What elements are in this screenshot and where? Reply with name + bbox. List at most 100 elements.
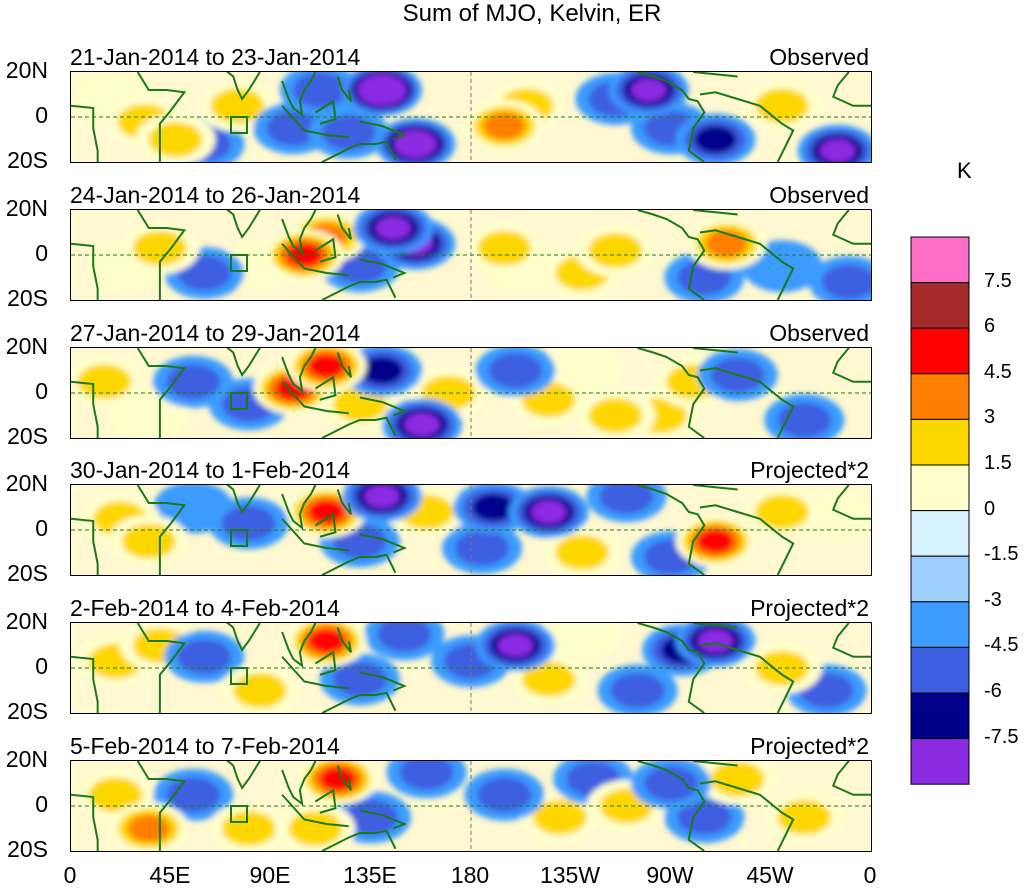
anomaly-contour: [710, 761, 765, 797]
coastline: [136, 623, 187, 713]
colorbar-swatch: [910, 464, 970, 512]
anomaly-contour: [555, 534, 610, 571]
panel-status: Projected*2: [750, 595, 869, 621]
coastline: [281, 348, 317, 394]
coastline: [281, 623, 317, 669]
x-tick-label: 45E: [149, 862, 191, 888]
colorbar-tick-label: -4.5: [984, 634, 1019, 657]
anomaly-contour: [221, 505, 276, 541]
anomaly-contour: [819, 139, 856, 162]
anomaly-contour: [588, 397, 643, 434]
coastline: [281, 794, 349, 828]
coastline: [71, 242, 99, 300]
heatmap-panel: [70, 209, 872, 301]
anomaly-contour: [497, 633, 534, 658]
coastline: [321, 278, 397, 300]
coastline: [831, 623, 871, 658]
heatmap-panel: [70, 71, 872, 163]
coastline: [359, 809, 407, 830]
panel-date-range: 27-Jan-2014 to 29-Jan-2014: [70, 320, 361, 346]
coastline: [699, 780, 795, 851]
coastline: [71, 655, 99, 713]
anomaly-contour: [127, 814, 170, 843]
heatmap-panel: [70, 347, 872, 439]
y-tick-label: 0: [35, 240, 48, 266]
x-tick-label: 90W: [646, 862, 694, 888]
anomaly-contour: [599, 485, 654, 514]
coastline: [71, 380, 99, 438]
colorbar-tick-label: 4.5: [984, 360, 1012, 383]
anomaly-contour: [483, 112, 526, 140]
coastline: [359, 671, 407, 692]
coastline: [226, 348, 261, 377]
colorbar-tick-label: -6: [984, 680, 1002, 702]
coastline: [693, 72, 738, 78]
index-region-box: [230, 529, 248, 547]
coastline: [281, 485, 317, 531]
anomaly-contour: [530, 500, 567, 524]
coastline: [693, 210, 738, 216]
coastline: [226, 72, 261, 101]
coastline: [226, 485, 261, 514]
anomaly-contour: [399, 761, 454, 790]
anomaly-contour: [521, 661, 576, 697]
coastline: [637, 72, 706, 162]
coastline: [336, 76, 352, 102]
x-tick-label: 180: [450, 862, 490, 888]
coastline: [831, 348, 871, 383]
anomaly-contour: [177, 639, 232, 675]
anomaly-contour: [221, 810, 276, 847]
coastline: [226, 623, 261, 652]
colorbar-swatch: [910, 236, 970, 284]
anomaly-contour: [477, 777, 532, 813]
colorbar-tick-label: 1.5: [984, 452, 1012, 474]
coastline: [359, 120, 407, 141]
anomaly-contour: [694, 125, 737, 154]
anomaly-contour: [308, 354, 345, 378]
coastline: [314, 99, 337, 125]
colorbar-swatch: [910, 282, 970, 329]
colorbar-tick-label: -7.5: [984, 725, 1019, 748]
x-tick-label: 135E: [343, 862, 397, 888]
coastline: [71, 793, 99, 851]
anomaly-contour: [232, 672, 287, 709]
anomaly-contour: [288, 810, 343, 847]
anomaly-contour: [292, 72, 347, 108]
colorbar-swatch: [910, 418, 970, 466]
coastline: [336, 765, 352, 791]
coastline: [637, 623, 706, 713]
y-tick-label: 20S: [7, 423, 48, 449]
coastline: [321, 553, 397, 575]
heatmap-panel: [70, 484, 872, 576]
anomaly-contour: [821, 264, 871, 300]
anomaly-contour: [344, 799, 398, 835]
coastline: [831, 761, 871, 796]
colorbar-tick-label: -1.5: [984, 543, 1019, 566]
anomaly-contour: [755, 494, 810, 530]
panel-date-range: 2-Feb-2014 to 4-Feb-2014: [70, 595, 340, 621]
y-tick-label: 20N: [5, 746, 48, 772]
index-region-box: [230, 667, 248, 685]
index-region-box: [230, 805, 248, 823]
anomaly-contour: [610, 672, 665, 709]
x-tick-label: 0: [63, 862, 77, 888]
coastline: [281, 381, 349, 415]
coastline: [226, 210, 261, 239]
colorbar-swatch: [910, 738, 970, 785]
coastline: [321, 416, 397, 438]
coastline: [136, 348, 187, 438]
anomaly-contour: [88, 777, 143, 813]
y-tick-label: 20N: [5, 608, 48, 634]
anomaly-contour: [755, 650, 810, 686]
anomaly-contour: [308, 500, 345, 524]
coastline: [699, 504, 795, 575]
colorbar-swatch: [910, 555, 970, 603]
anomaly-contour: [266, 110, 321, 146]
anomaly-contour: [321, 115, 376, 151]
y-tick-label: 20N: [5, 195, 48, 221]
coastline: [359, 533, 407, 554]
y-tick-label: 0: [35, 378, 48, 404]
coastline: [281, 243, 349, 277]
coastline: [831, 72, 871, 107]
panel-date-range: 21-Jan-2014 to 23-Jan-2014: [70, 44, 361, 70]
